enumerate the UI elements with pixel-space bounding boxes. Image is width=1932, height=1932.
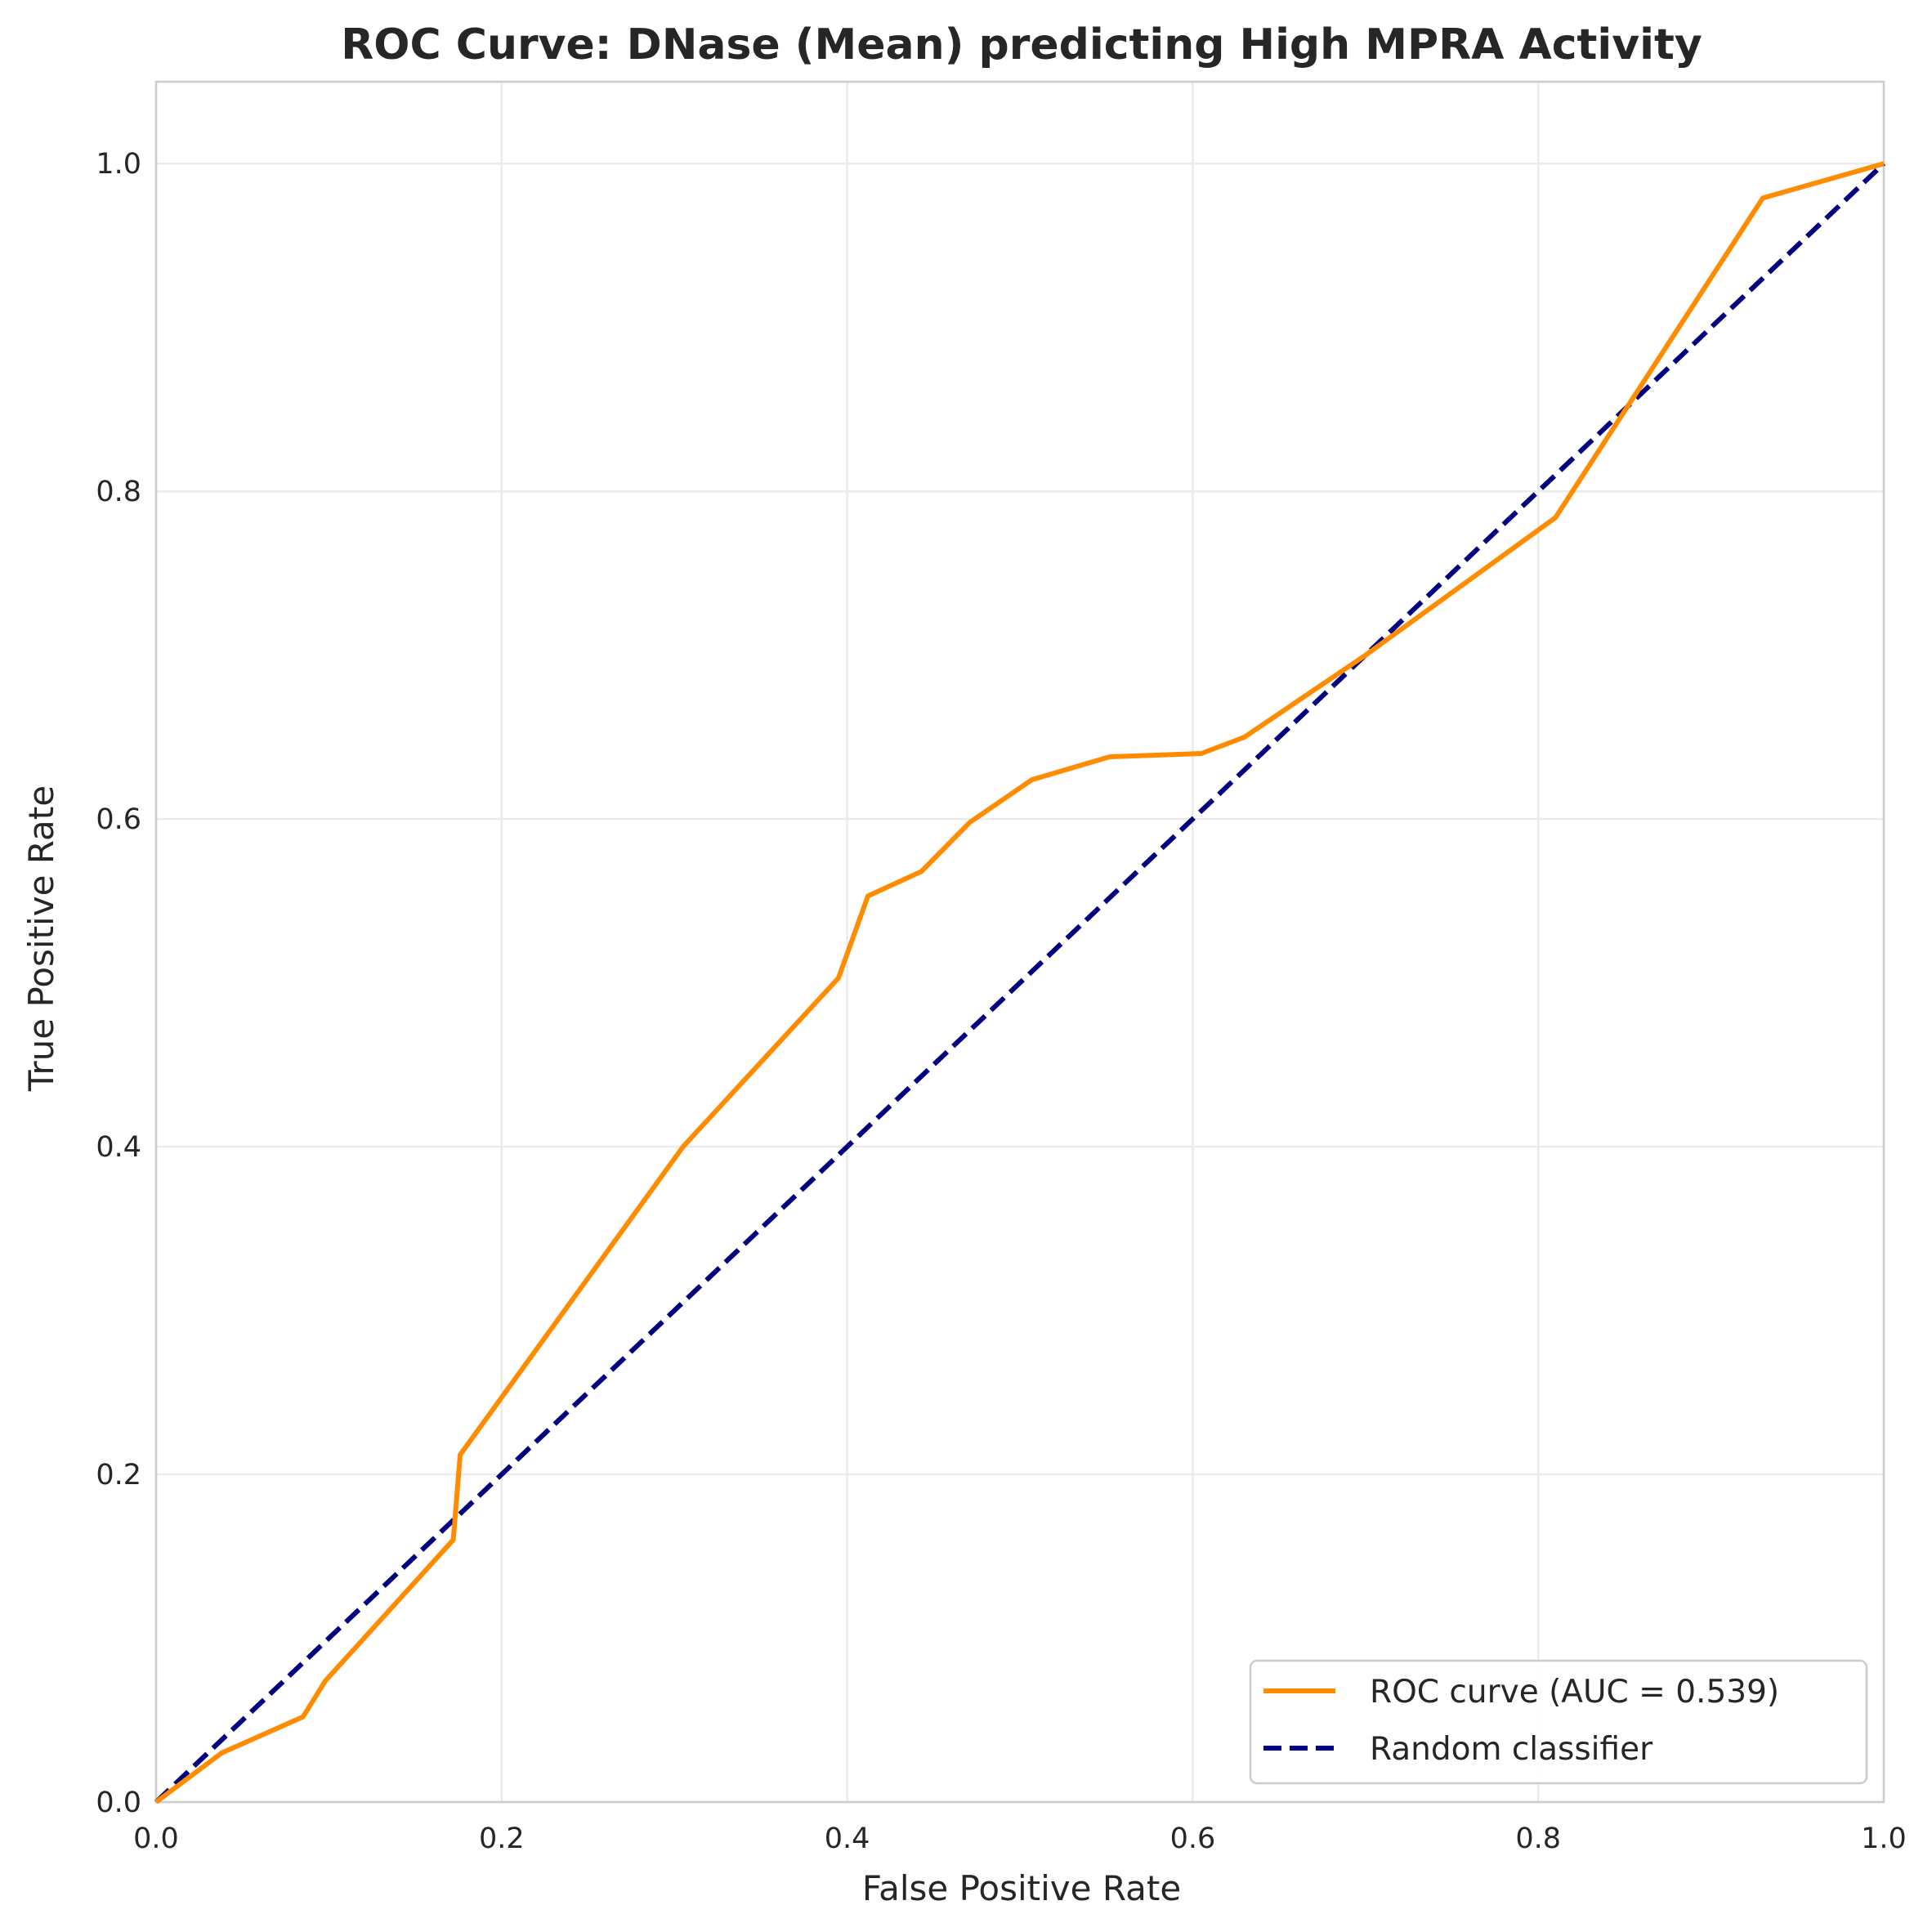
y-tick-label: 0.8 <box>96 476 141 508</box>
x-axis-label: False Positive Rate <box>862 1868 1181 1908</box>
x-tick-label: 0.0 <box>133 1822 179 1855</box>
legend-label-random: Random classifier <box>1370 1731 1653 1768</box>
y-tick-label: 0.2 <box>96 1459 141 1491</box>
series-line-random <box>154 162 1886 1805</box>
chart-title: ROC Curve: DNase (Mean) predicting High … <box>341 20 1702 69</box>
y-tick-label: 0.6 <box>96 803 141 836</box>
x-tick-label: 0.6 <box>1170 1822 1216 1855</box>
x-tick-label: 1.0 <box>1861 1822 1907 1855</box>
x-tick-label: 0.2 <box>479 1822 525 1855</box>
x-tick-labels: 0.0 0.2 0.4 0.6 0.8 1.0 <box>133 1822 1907 1855</box>
y-tick-label: 0.0 <box>96 1787 141 1819</box>
series-layer <box>154 161 1886 1805</box>
x-tick-label: 0.8 <box>1515 1822 1561 1855</box>
y-tick-labels: 0.0 0.2 0.4 0.6 0.8 1.0 <box>96 148 141 1819</box>
y-axis-label: True Positive Rate <box>21 785 61 1092</box>
x-tick-label: 0.4 <box>825 1822 870 1855</box>
series-line-roc <box>154 161 1885 1805</box>
plot-frame <box>154 80 1885 1804</box>
y-tick-label: 0.4 <box>96 1131 141 1164</box>
y-tick-label: 1.0 <box>96 148 141 181</box>
legend-label-roc: ROC curve (AUC = 0.539) <box>1370 1674 1779 1711</box>
legend-box <box>1249 1659 1868 1785</box>
legend: ROC curve (AUC = 0.539) Random classifie… <box>1249 1659 1868 1785</box>
